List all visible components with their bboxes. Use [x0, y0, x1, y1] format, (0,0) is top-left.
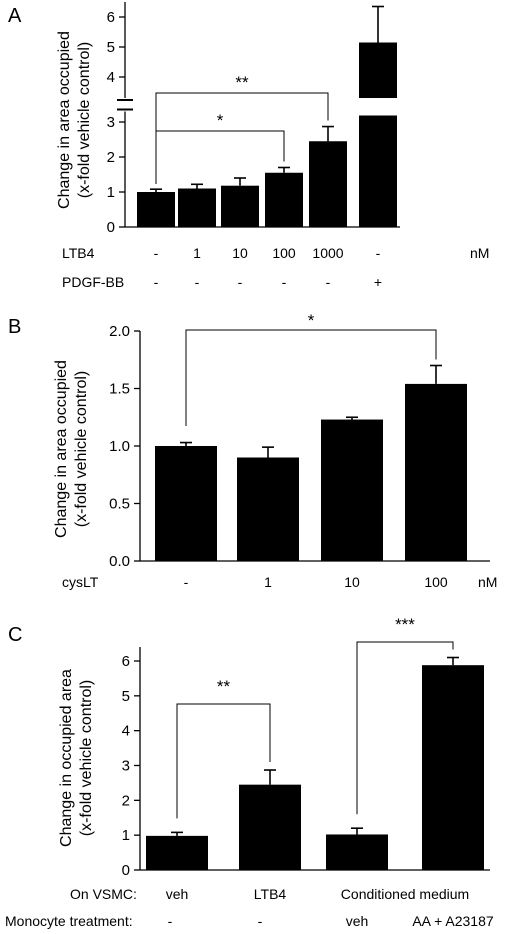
- y-tick-label: 3: [122, 758, 130, 775]
- row-label: cysLT: [62, 574, 99, 590]
- category-label: 1: [264, 574, 272, 590]
- bar: [137, 192, 175, 227]
- y-tick-label: 6: [107, 9, 115, 26]
- row-label: LTB4: [62, 245, 95, 261]
- significance-label: *: [217, 111, 224, 130]
- bar: [178, 188, 216, 227]
- bar: [422, 665, 484, 870]
- category-label: veh: [346, 913, 369, 929]
- significance-label: **: [217, 677, 231, 696]
- panel-label: C: [8, 624, 22, 646]
- y-tick-label: 0.5: [109, 496, 130, 513]
- y-tick-label: 2.0: [109, 323, 130, 340]
- category-label: LTB4: [254, 886, 287, 902]
- y-axis-label-line1: Change in occupied area: [58, 669, 75, 847]
- y-axis-label: Change in occupied area (x-fold vehicle c…: [58, 669, 95, 847]
- y-axis-label: Change in area occupied (x-fold vehicle c…: [53, 360, 90, 538]
- bar: [221, 185, 259, 227]
- significance-bracket: [185, 329, 437, 426]
- category-label: 10: [232, 245, 248, 261]
- bar: [359, 115, 397, 227]
- y-axis-label-line2: (x-fold vehicle control): [76, 42, 93, 199]
- y-tick-label: 6: [122, 653, 130, 670]
- y-tick-label: 2: [107, 149, 115, 166]
- y-axis-label-line2: (x-fold vehicle control): [73, 371, 90, 528]
- y-tick-label: 2: [122, 792, 130, 809]
- panel-label: A: [8, 5, 22, 27]
- category-label: 100: [424, 574, 448, 590]
- y-tick-label: 1.0: [109, 438, 130, 455]
- category-label: -: [282, 274, 287, 290]
- y-tick-label: 5: [107, 39, 115, 56]
- significance-bracket: [155, 92, 329, 184]
- bar: [405, 383, 467, 561]
- category-label: -: [326, 274, 331, 290]
- y-tick-label: 0: [107, 219, 115, 236]
- y-tick-label: 1: [122, 827, 130, 844]
- category-label: -: [168, 913, 173, 929]
- category-label: 1000: [312, 245, 343, 261]
- significance-bracket: [155, 130, 285, 184]
- category-label: 1: [193, 245, 201, 261]
- category-label: -: [154, 245, 159, 261]
- y-tick-label: 4: [107, 69, 115, 86]
- category-label: -: [195, 274, 200, 290]
- bar: [237, 457, 299, 561]
- category-label: -: [376, 245, 381, 261]
- bar: [146, 835, 208, 870]
- row-label: On VSMC:: [70, 886, 137, 902]
- y-tick-label: 1.5: [109, 381, 130, 398]
- row-label: Monocyte treatment:: [5, 913, 133, 929]
- category-label: Conditioned medium: [341, 886, 469, 902]
- bar: [326, 834, 388, 870]
- significance-label: *: [308, 311, 315, 330]
- significance-label: **: [235, 73, 249, 92]
- y-tick-label: 5: [122, 688, 130, 705]
- y-tick-label: 3: [107, 114, 115, 131]
- significance-label: ***: [395, 615, 415, 634]
- bar: [155, 446, 217, 561]
- y-tick-label: 0.0: [109, 553, 130, 570]
- unit-label: nM: [470, 245, 489, 261]
- bar: [239, 784, 301, 870]
- unit-label: nM: [478, 574, 497, 590]
- y-tick-label: 0: [122, 862, 130, 879]
- y-axis-label-line2: (x-fold vehicle control): [78, 680, 95, 837]
- y-tick-label: 1: [107, 184, 115, 201]
- y-tick-label: 4: [122, 723, 130, 740]
- y-axis-label-line1: Change in area occupied: [53, 360, 70, 538]
- category-label: -: [258, 913, 263, 929]
- panel-b: B 0.0 0.5 1.0 1.5 2.0 * Change in area occupied…: [8, 311, 497, 590]
- category-label: +: [374, 274, 382, 290]
- category-label: AA + A23187: [412, 913, 494, 929]
- y-axis-label-line1: Change in area occupied: [56, 31, 73, 209]
- category-label: 10: [344, 574, 360, 590]
- row-label: PDGF-BB: [62, 274, 124, 290]
- category-label: -: [238, 274, 243, 290]
- y-axis-label: Change in area occupied (x-fold vehicle c…: [56, 31, 93, 209]
- significance-bracket: [356, 641, 454, 815]
- panel-label: B: [8, 316, 21, 338]
- bar: [309, 141, 347, 227]
- significance-bracket: [176, 703, 271, 819]
- category-label: veh: [166, 886, 189, 902]
- category-label: -: [154, 274, 159, 290]
- category-label: 100: [272, 245, 296, 261]
- category-label: -: [184, 574, 189, 590]
- bar: [265, 172, 303, 227]
- bar: [321, 419, 383, 561]
- bar-upper: [359, 42, 397, 98]
